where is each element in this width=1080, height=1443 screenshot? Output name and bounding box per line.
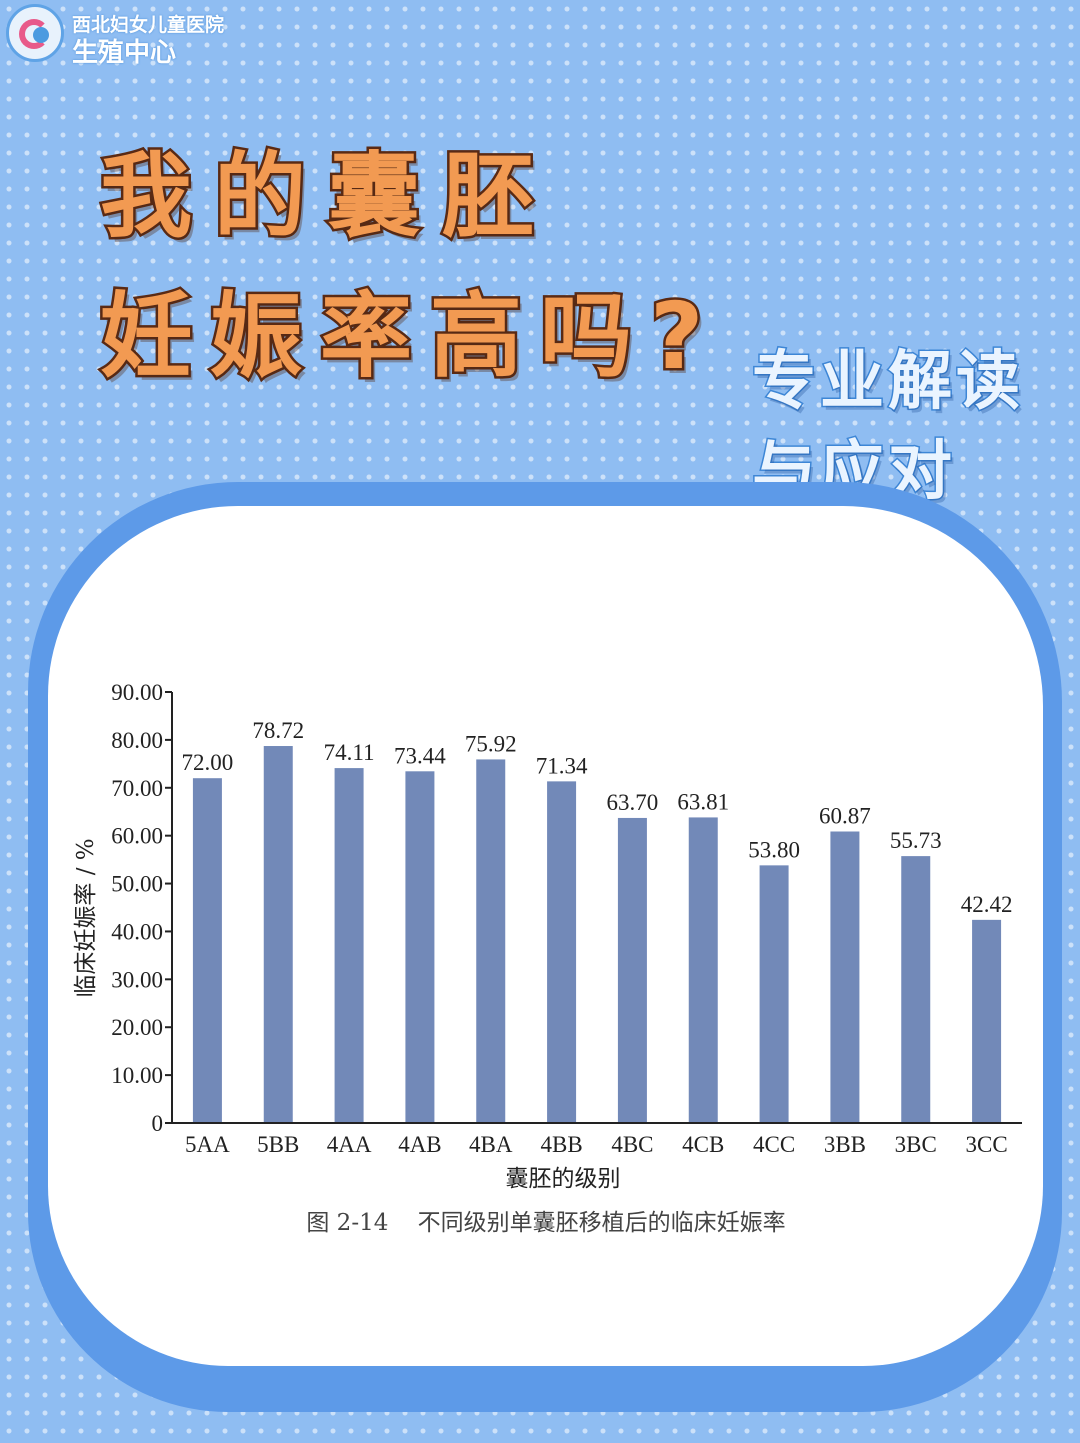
bar-4cb: [688, 817, 718, 1123]
y-tick-label: 90.00: [111, 680, 163, 705]
bar-4ab: [405, 771, 435, 1123]
y-tick-label: 10.00: [111, 1063, 163, 1088]
category-label-4cc: 4CC: [753, 1132, 795, 1157]
y-tick-label: 40.00: [111, 919, 163, 944]
y-tick-label: 30.00: [111, 967, 163, 992]
bar-4bc: [617, 817, 647, 1123]
bars: [192, 746, 1002, 1123]
bar-3cc: [972, 919, 1002, 1123]
y-tick-label: 80.00: [111, 728, 163, 753]
category-label-4cb: 4CB: [682, 1132, 724, 1157]
category-label-4aa: 4AA: [327, 1132, 372, 1157]
value-labels: 72.00 78.72 74.11 73.44 75.92 71.34 63.70 63.81…: [182, 718, 1013, 917]
value-label-4ba: 75.92: [465, 731, 517, 756]
bar-4bb: [547, 781, 577, 1123]
y-tick-label: 70.00: [111, 776, 163, 801]
y-axis-title: 临床妊娠率 / %: [73, 838, 99, 997]
y-axis-ticks: 0 10.00 20.00 30.00 40.00 50.00 60.00 70.00 80.0…: [111, 680, 172, 1136]
hospital-logo-icon: [6, 4, 64, 62]
bar-4aa: [334, 768, 364, 1123]
category-label-4ab: 4AB: [398, 1132, 441, 1157]
category-label-4bc: 4BC: [611, 1132, 653, 1157]
bar-3bc: [901, 856, 931, 1123]
value-label-4ab: 73.44: [394, 743, 446, 768]
headline-line-1: 我的囊胚: [97, 141, 557, 253]
subheadline-line-1: 专业解读: [751, 344, 1024, 421]
category-label-3cc: 3CC: [965, 1132, 1007, 1157]
value-label-4cc: 53.80: [748, 837, 800, 862]
bar-4ba: [476, 759, 506, 1123]
category-label-3bc: 3BC: [895, 1132, 937, 1157]
category-label-5bb: 5BB: [257, 1132, 299, 1157]
value-label-4cb: 63.81: [677, 789, 729, 814]
category-labels: 5AA 5BB 4AA 4AB 4BA 4BB 4BC 4CB 4CC 3BB 3BC 3CC: [185, 1132, 1008, 1157]
value-label-3bc: 55.73: [890, 828, 942, 853]
y-tick-label: 0: [152, 1111, 164, 1136]
figure-caption: 图 2-14 不同级别单囊胚移植后的临床妊娠率: [306, 1210, 785, 1236]
bar-5aa: [192, 778, 222, 1123]
value-label-5bb: 78.72: [252, 718, 304, 743]
hospital-logo: 西北妇女儿童医院 生殖中心: [6, 4, 246, 68]
y-tick-label: 20.00: [111, 1015, 163, 1040]
category-label-5aa: 5AA: [185, 1132, 230, 1157]
value-label-5aa: 72.00: [182, 750, 234, 775]
value-label-3bb: 60.87: [819, 804, 871, 829]
value-label-4aa: 74.11: [324, 740, 375, 765]
bar-3bb: [830, 831, 860, 1123]
category-label-3bb: 3BB: [824, 1132, 866, 1157]
category-label-4bb: 4BB: [540, 1132, 582, 1157]
value-label-4bb: 71.34: [536, 753, 588, 778]
bar-5bb: [263, 746, 293, 1123]
y-tick-label: 50.00: [111, 872, 163, 897]
headline-line-2: 妊娠率高吗?: [97, 281, 722, 393]
y-tick-label: 60.00: [111, 824, 163, 849]
value-label-4bc: 63.70: [607, 790, 659, 815]
x-axis-title: 囊胚的级别: [506, 1166, 621, 1192]
department-name: 生殖中心: [72, 38, 177, 68]
bar-4cc: [759, 865, 789, 1123]
hospital-name: 西北妇女儿童医院: [72, 14, 225, 36]
category-label-4ba: 4BA: [469, 1132, 513, 1157]
value-label-3cc: 42.42: [961, 892, 1013, 917]
